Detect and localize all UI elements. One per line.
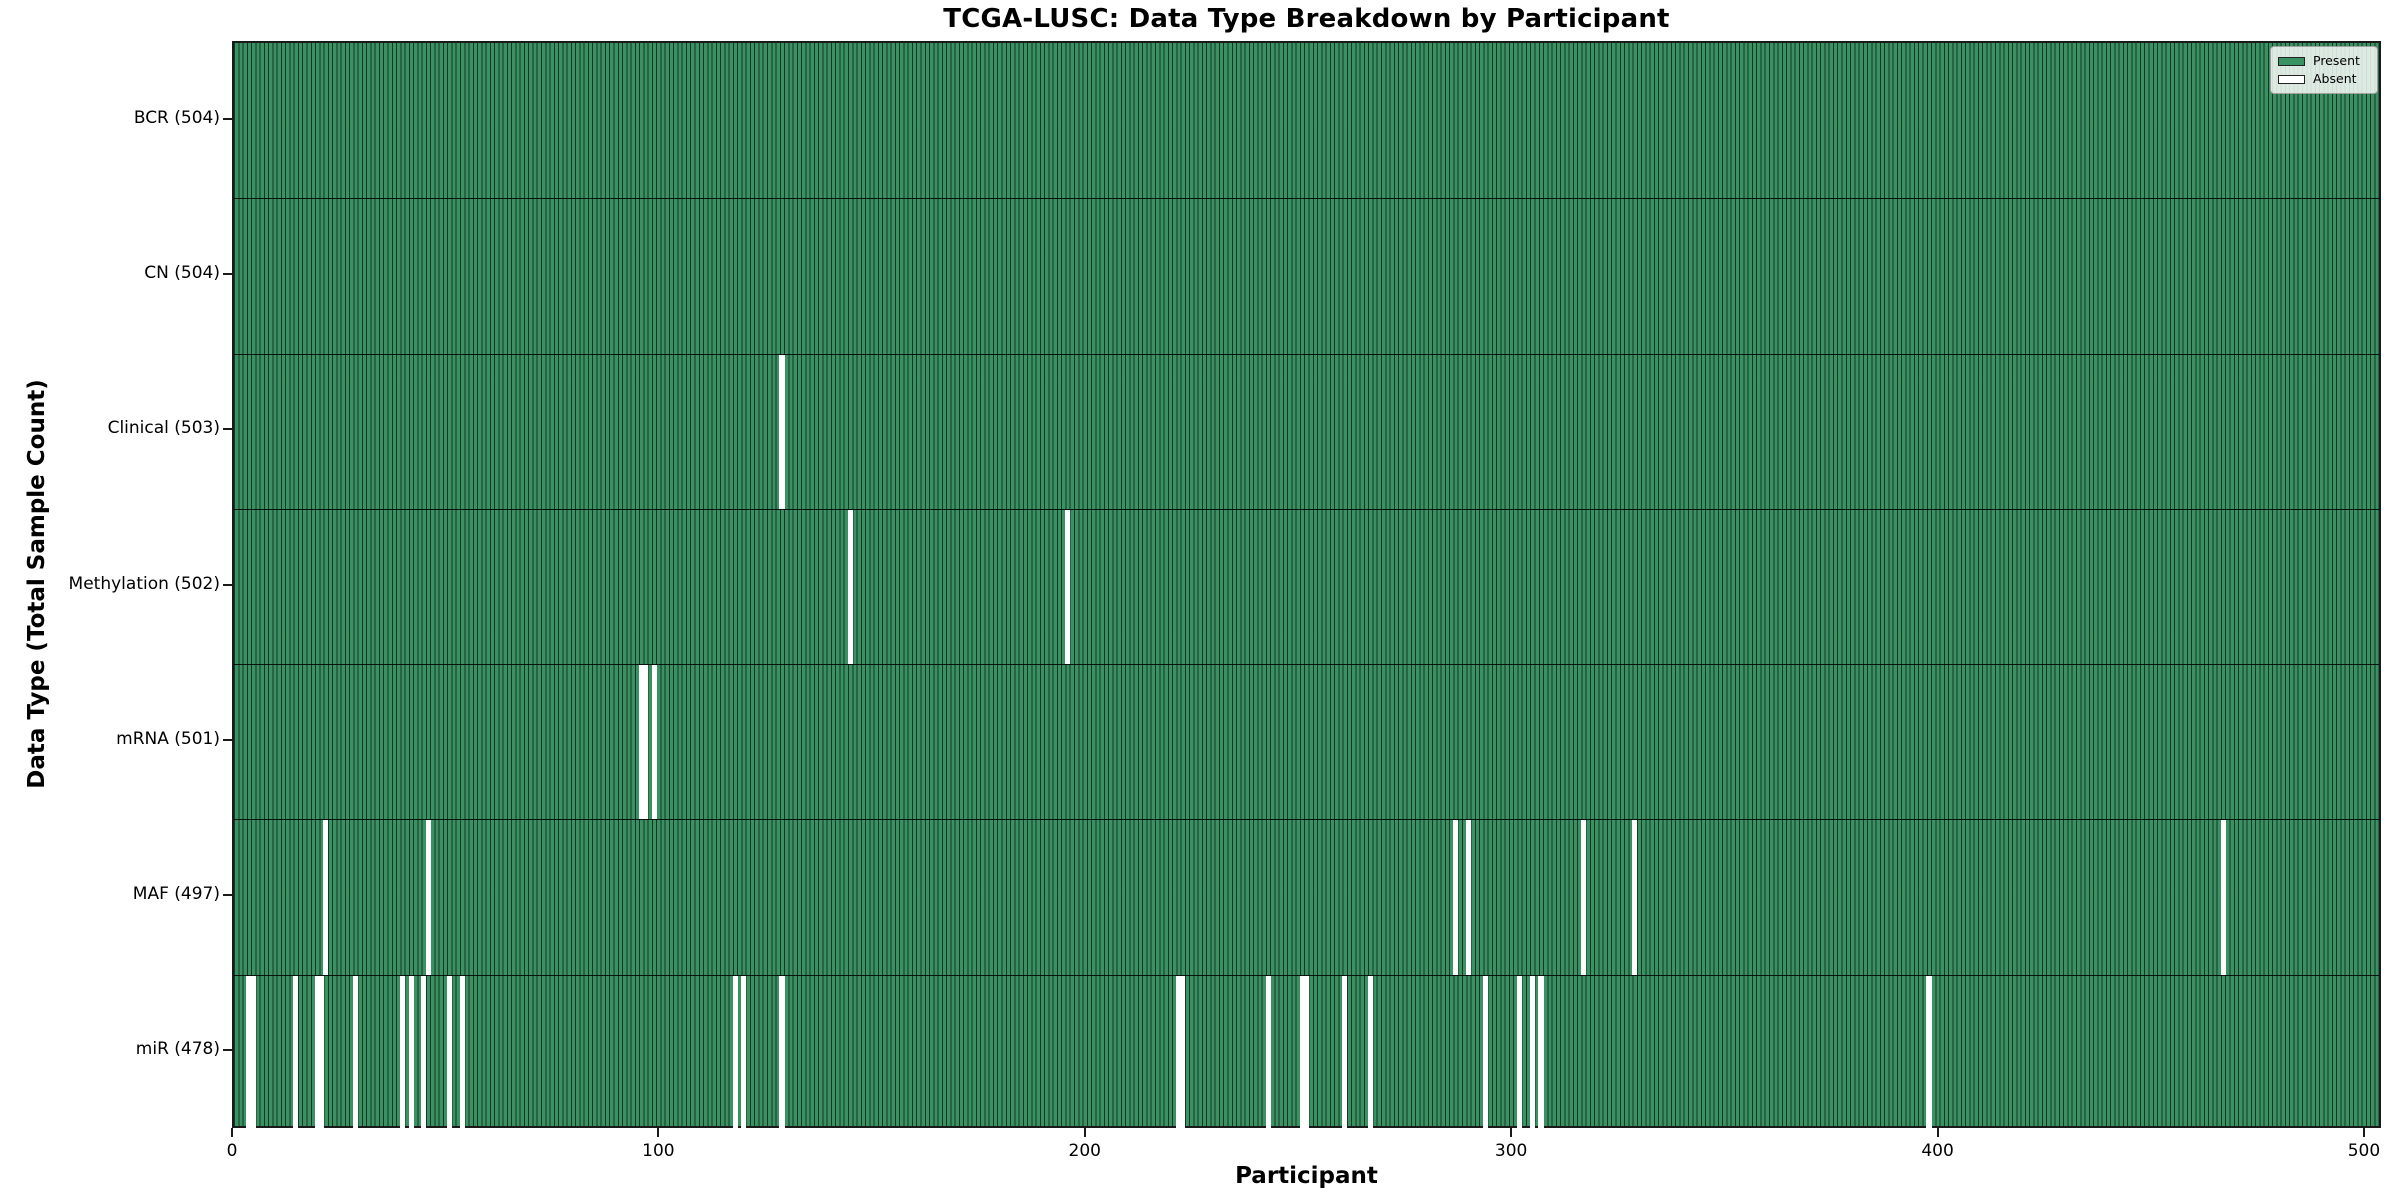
x-tick-label: 400 bbox=[1921, 1141, 1954, 1161]
absent-gap bbox=[1265, 975, 1271, 1130]
x-tick-mark bbox=[1083, 1128, 1086, 1137]
absent-gap bbox=[638, 665, 644, 820]
absent-gap bbox=[1517, 975, 1523, 1130]
absent-swatch-icon bbox=[2278, 74, 2305, 84]
absent-gap bbox=[1342, 975, 1348, 1130]
y-tick-mark bbox=[223, 894, 232, 897]
absent-gap bbox=[399, 975, 406, 1130]
y-tick-label-cn: CN (504) bbox=[144, 262, 220, 283]
absent-gap bbox=[779, 354, 785, 509]
absent-gap bbox=[246, 975, 252, 1130]
absent-gap bbox=[847, 509, 853, 665]
x-tick-mark bbox=[657, 1128, 660, 1137]
bar-stripes-texture bbox=[234, 43, 2379, 1126]
absent-gap bbox=[1465, 820, 1472, 975]
absent-gap bbox=[323, 820, 329, 975]
row-clinical bbox=[234, 353, 2379, 509]
absent-gap bbox=[1367, 975, 1373, 1130]
row-maf bbox=[234, 819, 2379, 975]
row-methylation bbox=[234, 508, 2379, 665]
absent-gap bbox=[732, 975, 738, 1130]
x-axis-label: Participant bbox=[1235, 1163, 1378, 1189]
absent-gap bbox=[318, 975, 325, 1130]
x-tick-label: 500 bbox=[2347, 1141, 2381, 1161]
chart-title: TCGA-LUSC: Data Type Breakdown by Partic… bbox=[943, 4, 1670, 34]
absent-gap bbox=[1632, 820, 1638, 975]
absent-gap bbox=[1926, 975, 1932, 1130]
x-tick-label: 100 bbox=[642, 1141, 675, 1161]
absent-gap bbox=[651, 665, 657, 820]
absent-gap bbox=[446, 975, 452, 1130]
y-tick-mark bbox=[223, 117, 232, 120]
y-tick-label-methylation: Methylation (502) bbox=[68, 573, 220, 594]
y-tick-label-maf: MAF (497) bbox=[132, 884, 220, 905]
absent-gap bbox=[1453, 820, 1459, 975]
absent-gap bbox=[1176, 975, 1182, 1130]
y-tick-mark bbox=[223, 1049, 232, 1052]
y-tick-mark bbox=[223, 738, 232, 741]
y-tick-label-bcr: BCR (504) bbox=[133, 107, 220, 128]
absent-gap bbox=[741, 975, 747, 1130]
absent-gap bbox=[421, 975, 427, 1130]
absent-gap bbox=[250, 975, 256, 1130]
y-tick-mark bbox=[223, 428, 232, 431]
x-tick-mark bbox=[1936, 1128, 1939, 1137]
x-tick-label: 200 bbox=[1068, 1141, 1101, 1161]
absent-gap bbox=[1299, 975, 1305, 1130]
absent-gap bbox=[353, 975, 359, 1130]
row-mir bbox=[234, 974, 2379, 1130]
absent-gap bbox=[314, 975, 320, 1130]
x-tick-mark bbox=[231, 1128, 233, 1137]
row-cn bbox=[234, 198, 2379, 353]
y-tick-mark bbox=[223, 272, 232, 275]
row-mrna bbox=[234, 664, 2379, 820]
plot-area bbox=[232, 41, 2381, 1130]
absent-gap bbox=[1483, 975, 1489, 1130]
row-bcr bbox=[234, 43, 2379, 198]
x-tick-mark bbox=[1510, 1128, 1513, 1137]
y-tick-label-mrna: mRNA (501) bbox=[116, 728, 220, 749]
absent-gap bbox=[1065, 509, 1071, 665]
y-tick-label-clinical: Clinical (503) bbox=[107, 418, 220, 439]
x-tick-label: 300 bbox=[1494, 1141, 1528, 1161]
absent-gap bbox=[408, 975, 414, 1130]
legend-entry-present: Present bbox=[2278, 52, 2369, 70]
absent-gap bbox=[425, 820, 431, 975]
legend-absent-label: Absent bbox=[2313, 70, 2357, 86]
legend-entry-absent: Absent bbox=[2278, 70, 2369, 88]
absent-gap bbox=[2220, 820, 2226, 975]
absent-gap bbox=[779, 975, 785, 1130]
x-tick-label: 0 bbox=[226, 1141, 238, 1161]
y-tick-mark bbox=[223, 583, 232, 586]
absent-gap bbox=[293, 975, 299, 1130]
present-swatch-icon bbox=[2278, 56, 2305, 66]
absent-gap bbox=[459, 975, 465, 1130]
legend: Present Absent bbox=[2270, 46, 2378, 94]
x-tick-mark bbox=[2362, 1128, 2365, 1137]
absent-gap bbox=[1581, 820, 1587, 975]
absent-gap bbox=[1180, 975, 1186, 1130]
absent-gap bbox=[643, 665, 649, 820]
legend-present-label: Present bbox=[2313, 52, 2360, 68]
y-tick-label-mir: miR (478) bbox=[135, 1039, 220, 1060]
absent-gap bbox=[1303, 975, 1309, 1130]
absent-gap bbox=[1538, 975, 1544, 1130]
absent-gap bbox=[1529, 975, 1535, 1130]
